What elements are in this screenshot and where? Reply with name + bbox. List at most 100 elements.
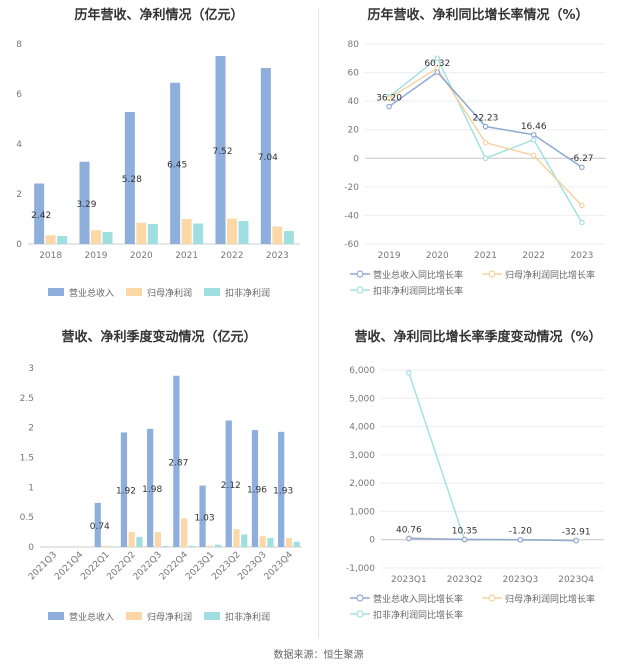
data-label: 2.42 [31,211,51,221]
data-label: 6.45 [167,160,187,170]
bar [154,532,162,547]
legend-label: 扣非净利润 [225,287,270,299]
bar [124,112,135,244]
bar [267,538,274,547]
bar [94,502,101,547]
legend-label: 营业总收入 [69,611,114,623]
quarterly-growth-rate-chart: 营收、净利同比增长率季度变动情况（%） -1,000 0 1,000 2,000 3,0… [319,318,637,640]
bar [215,56,226,244]
y-tick-label: 0 [16,240,22,250]
y-tick-label: 1.5 [20,454,34,464]
legend-label: 扣非净利润同比增长率 [373,285,463,297]
x-tick-label: 2023 [570,251,593,261]
bar [120,432,128,547]
y-tick-label: 5,000 [349,394,375,404]
x-tick-label: 2023Q1 [391,575,427,585]
annual-growth-rate-chart: 历年营收、净利同比增长率情况（%） -60 -40 -20 0 20 40 60 80 2019… [319,0,637,318]
data-label: 36.20 [376,94,402,104]
data-label: -6.27 [570,154,593,164]
data-point [406,370,412,376]
data-point [482,155,489,162]
y-tick-label: 1,000 [349,507,375,517]
legend-marker [356,594,364,602]
x-tick-label: 2023Q4 [558,575,594,585]
x-tick-label: 2023Q3 [503,575,539,585]
legend-swatch [204,288,220,296]
data-point [579,164,585,171]
bar [188,545,195,547]
y-tick-label: 4,000 [349,423,375,433]
x-tick-label: 2023Q2 [447,575,483,585]
legend-label: 营业总收入同比增长率 [373,269,463,281]
bar [102,545,109,547]
data-point [482,123,489,130]
y-tick-label: 2 [16,190,22,200]
data-point [434,69,441,75]
x-tick-label: 2023 [266,251,289,261]
data-point [530,136,537,143]
bar [199,485,206,547]
x-tick-label: 2021 [175,251,198,261]
legend-marker [356,286,364,294]
legend-marker [488,594,496,602]
bar [214,544,222,547]
legend-swatch [204,612,220,620]
legend-label: 归母净利润 [147,611,192,623]
data-label: 5.28 [122,175,142,185]
y-tick-label: 40 [348,97,360,107]
data-label: 2.12 [221,481,241,491]
bar [136,536,143,547]
bar [233,529,240,547]
y-tick-label: 3 [28,364,34,374]
x-tick-label: 2022 [221,251,244,261]
data-label: 1.92 [116,487,136,497]
y-tick-label: 2.5 [20,394,34,404]
bar [45,235,56,244]
bar [251,430,259,547]
legend-label: 归母净利润同比增长率 [505,269,595,281]
bar [293,541,300,547]
bar [57,236,68,244]
chart-title: 历年营收、净利情况（亿元） [74,8,244,23]
chart-title: 营收、净利同比增长率季度变动情况（%） [354,330,602,345]
legend-swatch [48,612,64,620]
legend-label: 归母净利润同比增长率 [505,593,595,605]
bar [180,518,188,547]
y-tick-label: 3,000 [349,451,375,461]
data-point [482,139,489,146]
bar [227,218,237,244]
data-point [579,202,585,209]
bar [283,231,294,244]
bar [136,222,147,244]
bar [162,545,169,547]
data-point [406,535,412,542]
chart-title: 历年营收、净利同比增长率情况（%） [367,8,589,23]
legend-label: 营业总收入同比增长率 [373,593,463,605]
data-point [530,131,537,138]
x-tick-label: 2018 [39,251,62,261]
data-label: 1.96 [247,486,267,496]
data-point [530,152,537,159]
legend-label: 扣非净利润同比增长率 [373,609,463,621]
y-tick-label: -1,000 [346,564,375,574]
legend-label: 归母净利润 [147,287,192,299]
data-label: 22.23 [473,114,499,124]
vertical-divider [318,8,319,638]
y-tick-label: 0 [28,543,34,553]
bar [34,183,45,244]
y-tick-label: 20 [348,126,360,136]
data-point [579,219,585,226]
bar [260,68,271,244]
bar [225,420,232,547]
legend-swatch [126,288,142,296]
data-source-note: 数据来源：恒生聚源 [273,650,364,661]
bar [259,536,266,547]
series-line [408,537,577,542]
data-label: 3.29 [76,200,96,210]
x-tick-label: 2020 [130,251,153,261]
y-tick-label: 6,000 [349,366,375,376]
bar [147,428,154,547]
data-label: 10.35 [452,526,478,536]
x-tick-label: 2020 [426,251,449,261]
y-tick-label: 6 [16,90,22,100]
